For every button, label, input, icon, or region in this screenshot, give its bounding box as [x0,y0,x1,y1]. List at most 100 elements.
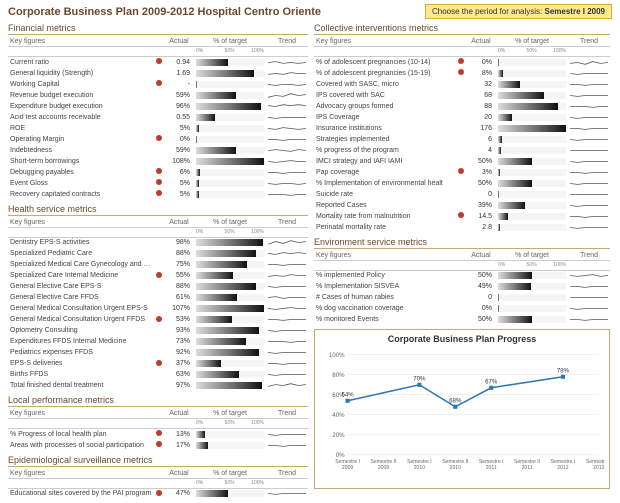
warn-dot [456,134,466,145]
metric-label: % monitored Events [314,314,458,325]
metric-label: Advocacy groups formed [314,101,456,112]
table-row: Event Gloss 5% [8,178,308,189]
metric-label: Indebtedness [8,145,154,156]
table-row: ROE 5% [8,123,308,134]
metric-bar [496,134,568,145]
metric-bar [194,156,266,167]
metric-label: General Elective Care EPS-S [8,281,154,292]
table-row: Total finished dental treatment 97% [8,380,308,391]
metric-trend [266,314,308,325]
table-row: General Medical Consultation Urgent FFDS… [8,314,308,325]
table-row: Covered with SASC, micro 32 [314,79,610,90]
warn-dot [154,101,164,112]
metric-bar [194,488,266,499]
metric-label: Short-term borrowings [8,156,154,167]
metric-trend [266,68,308,79]
col-actual: Actual [164,37,194,47]
warn-dot [154,325,164,336]
warn-dot [154,358,164,369]
metric-value: 176 [466,123,496,134]
svg-text:Semestre II: Semestre II [586,459,605,465]
warn-dot [154,79,164,90]
warn-dot [154,112,164,123]
metric-bar [496,68,568,79]
metric-trend [568,178,610,189]
metric-bar [194,358,266,369]
metric-bar [496,303,568,314]
metric-bar [496,101,568,112]
metric-trend [266,303,308,314]
metric-trend [568,314,610,325]
metric-trend [266,189,308,200]
col-keyfigures: Key figures [314,251,466,261]
svg-text:54%: 54% [341,392,354,399]
svg-text:2010: 2010 [450,465,461,471]
metric-trend [568,303,610,314]
metric-value: 39% [466,200,496,211]
alert-icon [458,168,464,174]
metric-label: Expenditure budget execution [8,101,154,112]
metric-label: EPS-S deliveries [8,358,154,369]
metric-value: 0% [466,303,496,314]
metric-value: 50% [466,270,496,281]
metrics-table: Key figures Actual % of target Trend 0%5… [8,409,308,451]
metric-value: 92% [164,347,194,358]
col-pct: % of target [194,409,266,419]
section-title: Local performance metrics [8,395,308,407]
svg-text:2011: 2011 [522,465,533,471]
metric-trend [568,123,610,134]
warn-dot [154,270,164,281]
metric-bar [194,303,266,314]
metric-trend [266,112,308,123]
svg-text:40%: 40% [332,412,345,419]
metric-label: % dog vaccination coverage [314,303,458,314]
metric-bar [194,145,266,156]
metric-value: 107% [164,303,194,314]
metric-label: Pap coverage [314,167,456,178]
metric-value: 3% [466,167,496,178]
table-row: Pediatrics expenses FFDS 92% [8,347,308,358]
metric-bar [496,281,568,292]
table-row: Perinatal mortality rate 2.8 [314,222,610,233]
col-trend: Trend [568,251,610,261]
table-row: General liquidity (Strength) 1.69 [8,68,308,79]
metric-bar [194,248,266,259]
table-row: Debugging payables 6% [8,167,308,178]
col-trend: Trend [568,37,610,47]
table-row: % dog vaccination coverage 0% [314,303,610,314]
warn-dot [154,178,164,189]
svg-text:Semestre I: Semestre I [551,459,576,465]
period-selector[interactable]: Choose the period for analysis: Semestre… [425,4,612,19]
metric-bar [194,237,266,248]
table-row: % monitored Events 50% [314,314,610,325]
metric-value: 88% [164,248,194,259]
table-row: IMCI strategy and IAFI IAMI 50% [314,156,610,167]
metric-trend [568,211,610,222]
metric-bar [496,90,568,101]
metrics-table: Key figures Actual % of target Trend 0%5… [8,37,308,200]
metric-bar [496,292,568,303]
metric-trend [568,68,610,79]
svg-text:67%: 67% [485,379,498,386]
metric-value: 4 [466,145,496,156]
warn-dot [456,200,466,211]
metric-trend [568,101,610,112]
metric-trend [266,429,308,440]
table-row: Acid test accounts receivable 0.55 [8,112,308,123]
metric-bar [194,134,266,145]
col-actual: Actual [164,469,194,479]
warn-dot [154,248,164,259]
metric-bar [496,189,568,200]
metric-bar [194,68,266,79]
metric-value: 50% [466,314,496,325]
svg-text:Semestre II: Semestre II [442,459,468,465]
warn-dot [154,237,164,248]
page-title: Corporate Business Plan 2009-2012 Hospit… [8,6,321,18]
metric-value: 97% [164,380,194,391]
metric-trend [568,57,610,68]
metric-trend [266,134,308,145]
metric-bar [194,429,266,440]
table-row: Expenditures FFDS Internal Medicine 73% [8,336,308,347]
metric-value: 5% [164,123,194,134]
metric-value: 53% [164,314,194,325]
